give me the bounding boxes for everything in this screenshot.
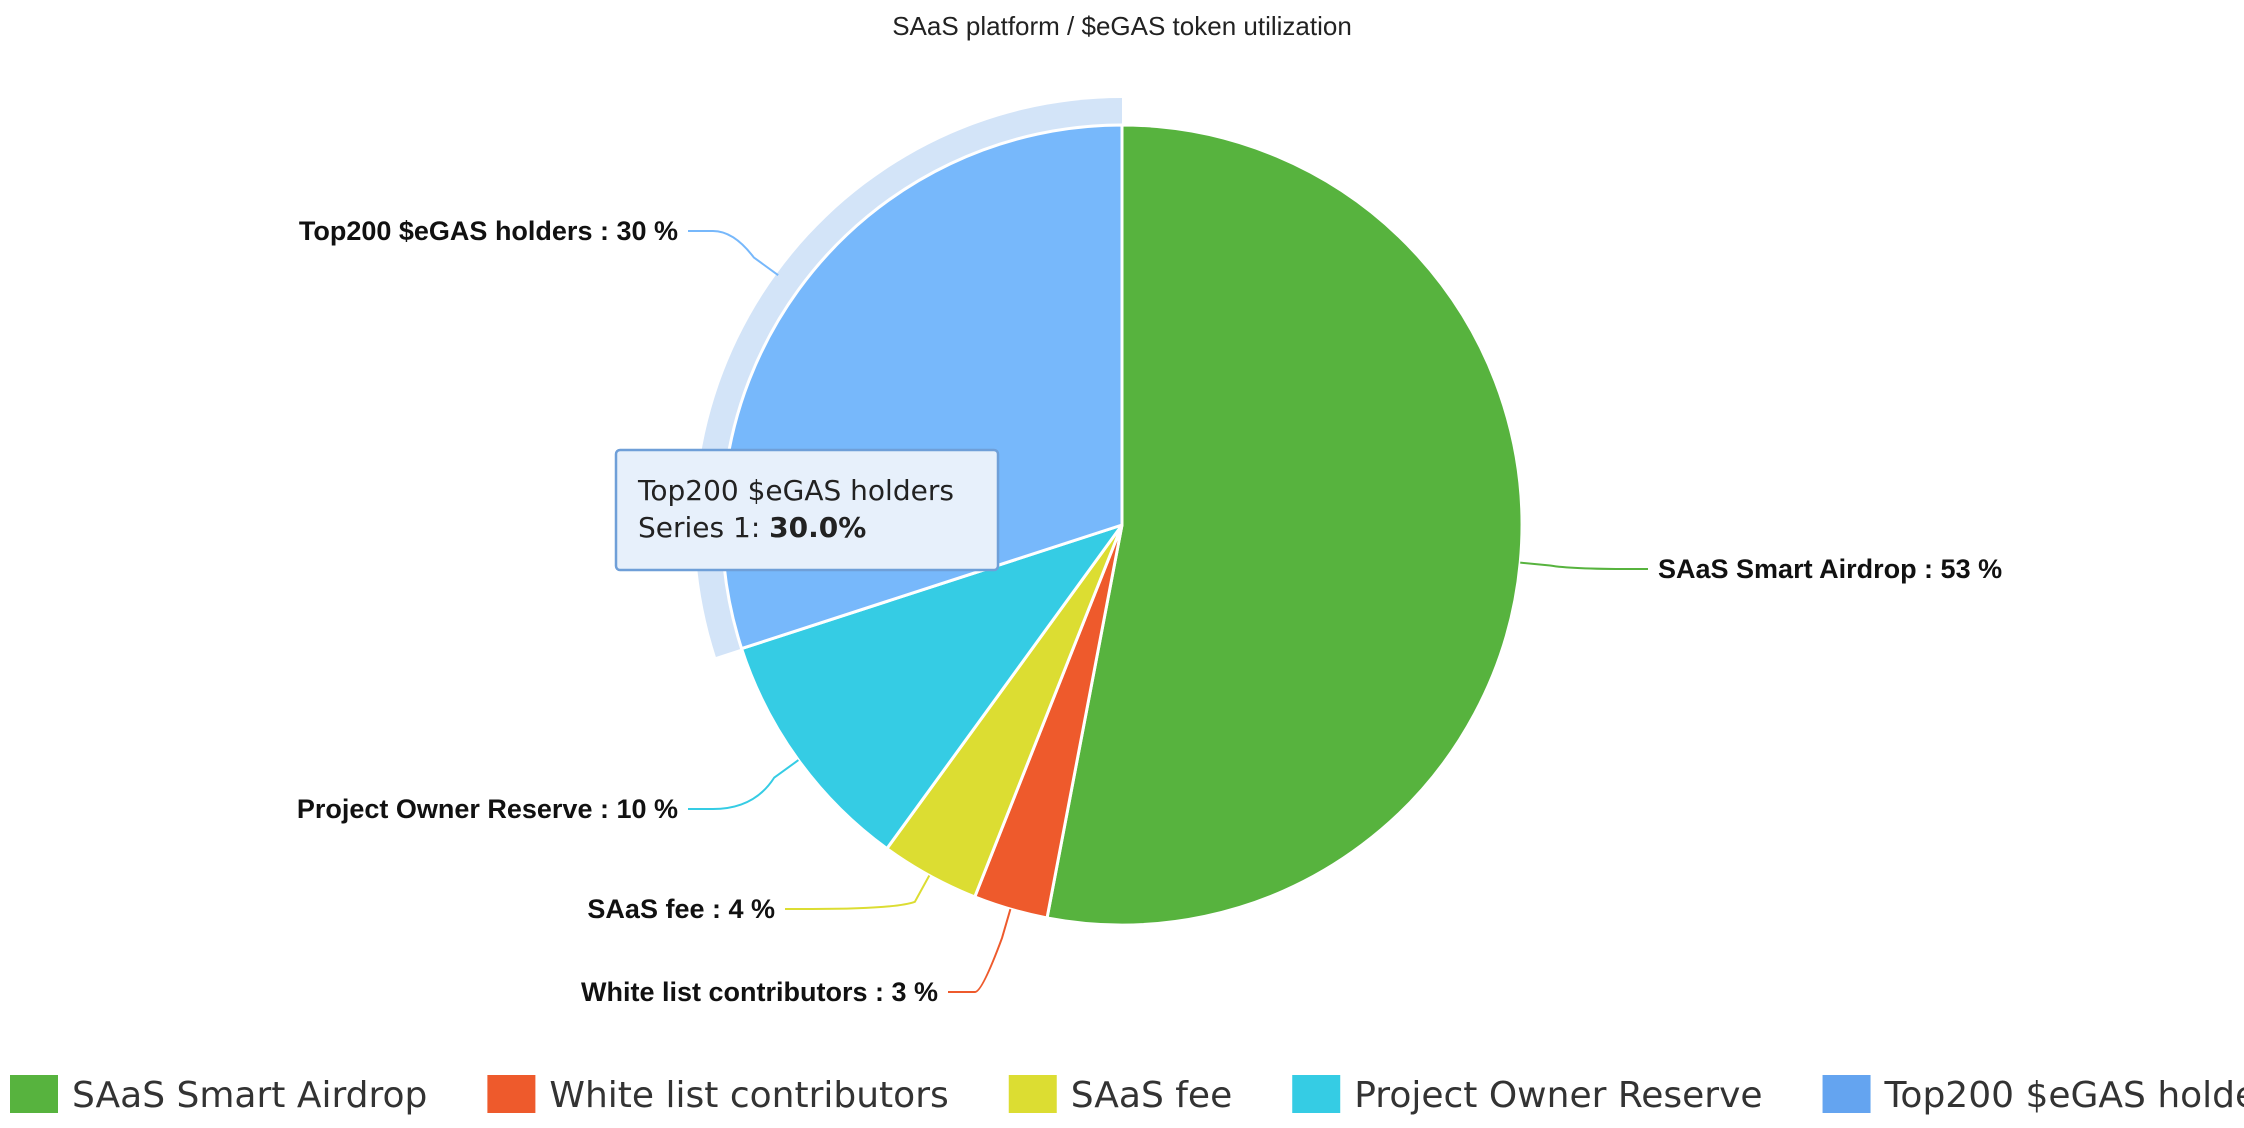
tooltip-title: Top200 $eGAS holders: [637, 474, 954, 507]
legend-label-saas-fee: SAaS fee: [1071, 1075, 1232, 1116]
legend-item-top200-egas-holders[interactable]: Top200 $eGAS holders: [1822, 1075, 2244, 1116]
label-connectors: [688, 230, 1648, 993]
connector-top200-egas-holders: [688, 230, 779, 277]
legend-item-white-list-contributors[interactable]: White list contributors: [487, 1075, 949, 1116]
legend-label-saas-smart-airdrop: SAaS Smart Airdrop: [72, 1075, 427, 1116]
slice-label-white-list-contributors: White list contributors : 3 %: [581, 977, 938, 1007]
pie-slices: [720, 123, 1524, 927]
tooltip-series-label: Series 1:: [638, 511, 769, 544]
chart-title: SAaS platform / $eGAS token utilization: [892, 11, 1352, 41]
legend-swatch-saas-smart-airdrop: [10, 1075, 58, 1113]
legend-swatch-saas-fee: [1008, 1075, 1057, 1113]
slice-labels: SAaS Smart Airdrop : 53 % White list cont…: [297, 216, 2002, 1007]
tooltip-box: [614, 448, 1000, 572]
slice-label-project-owner-reserve: Project Owner Reserve : 10 %: [297, 794, 678, 824]
slice-label-saas-smart-airdrop: SAaS Smart Airdrop : 53 %: [1658, 554, 2002, 584]
legend-swatch-white-list-contributors: [487, 1075, 536, 1113]
legend-label-project-owner-reserve: Project Owner Reserve: [1354, 1075, 1762, 1116]
tooltip-series-line: Series 1: 30.0%: [638, 511, 866, 544]
connector-saas-fee: [785, 875, 931, 910]
legend-item-saas-fee[interactable]: SAaS fee: [1008, 1075, 1232, 1116]
tooltip: Top200 $eGAS holders Series 1: 30.0%: [614, 448, 1000, 572]
legend-swatch-project-owner-reserve: [1292, 1075, 1341, 1113]
connector-white-list-contributors: [948, 908, 1012, 993]
legend-item-saas-smart-airdrop[interactable]: SAaS Smart Airdrop: [10, 1075, 427, 1116]
legend-item-project-owner-reserve[interactable]: Project Owner Reserve: [1292, 1075, 1763, 1116]
connector-saas-smart-airdrop: [1520, 561, 1648, 570]
legend: SAaS Smart Airdrop White list contributor…: [10, 1075, 2244, 1116]
connector-project-owner-reserve: [688, 759, 799, 810]
legend-label-white-list-contributors: White list contributors: [549, 1075, 948, 1116]
slice-label-saas-fee: SAaS fee : 4 %: [587, 894, 775, 924]
legend-label-top200-egas-holders: Top200 $eGAS holders: [1884, 1075, 2244, 1116]
legend-swatch-top200-egas-holders: [1822, 1075, 1871, 1113]
tooltip-value: 30.0%: [769, 511, 866, 544]
slice-label-top200-egas-holders: Top200 $eGAS holders : 30 %: [299, 216, 678, 246]
